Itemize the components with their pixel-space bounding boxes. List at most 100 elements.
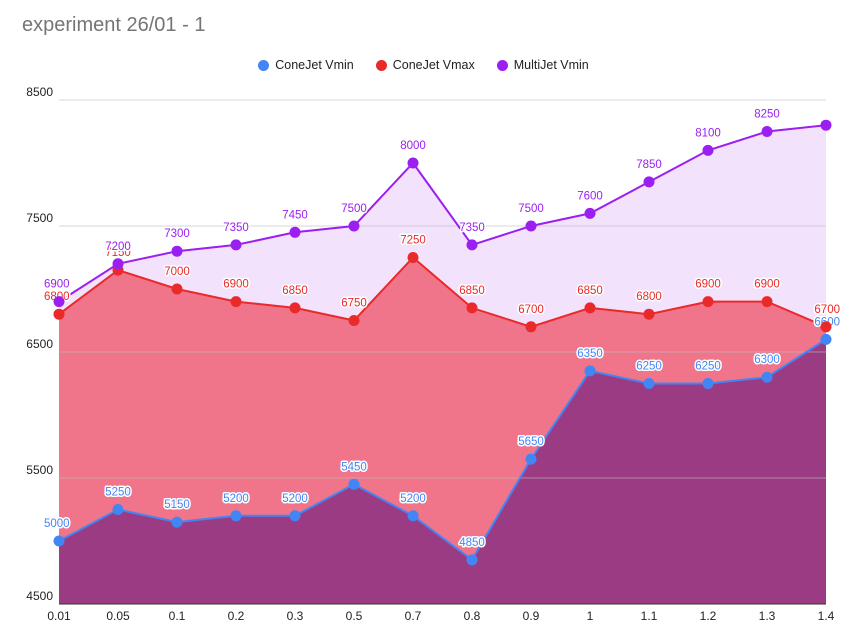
data-point [407,157,419,169]
data-label: 7150 [105,247,131,259]
data-label: 7500 [518,203,544,215]
line-conejet-vmax [58,256,827,328]
data-point [289,302,301,314]
x-tick-label: 0.05 [106,609,130,623]
x-tick-label: 1.1 [641,609,658,623]
data-point [466,239,478,251]
y-tick-label: 8500 [26,85,53,99]
x-tick-label: 0.7 [405,609,422,623]
y-tick-label: 5500 [26,463,53,477]
data-point [53,296,65,308]
data-label: 7350 [459,222,485,234]
data-label: 8000 [400,140,426,152]
data-point [53,535,65,547]
data-label: 6250 [695,361,721,373]
data-point [348,315,360,326]
legend-swatch [375,59,387,71]
data-label: 7200 [105,241,131,253]
data-point [407,252,419,263]
data-label: 7600 [577,190,603,202]
data-label: 5200 [282,493,308,505]
legend-item-conejet-vmin: ConeJet Vmin [258,58,354,72]
data-label: 6250 [636,361,662,373]
x-tick-label: 1.2 [700,609,717,623]
legend: ConeJet Vmin ConeJet Vmax MultiJet Vmin [0,58,847,72]
data-label: 5200 [400,493,426,505]
data-label: 6700 [814,304,840,316]
data-label: 6300 [754,354,780,366]
area-conejet-vmin [59,339,826,604]
data-label: 5250 [105,487,131,499]
line-conejet-vmin [58,338,827,562]
data-point [348,478,360,490]
x-tick-label: 0.8 [464,609,481,623]
data-label: 5200 [223,493,249,505]
data-label: 7250 [400,235,426,247]
data-label: 7450 [282,209,308,221]
data-label: 5450 [341,461,367,473]
data-point [171,245,183,257]
data-point [820,333,832,345]
data-point [289,226,301,238]
data-label: 7000 [164,266,190,278]
data-point [230,296,242,308]
data-label: 5650 [518,436,544,448]
data-label: 6900 [695,279,721,291]
data-point [112,504,124,515]
data-point [407,510,419,522]
x-tick-label: 0.9 [523,609,540,623]
data-point [53,308,65,320]
x-tick-label: 0.01 [47,609,71,623]
legend-swatch [258,59,270,71]
data-point [643,308,655,320]
legend-label: ConeJet Vmax [392,58,475,72]
legend-item-multijet-vmin: MultiJet Vmin [496,58,589,72]
data-point [702,378,714,389]
data-label: 6850 [282,285,308,297]
data-point [761,296,773,308]
data-label: 7850 [636,159,662,171]
data-point [761,371,773,383]
data-point [525,321,537,333]
data-label: 8100 [695,127,721,139]
data-point [289,510,301,522]
x-tick-label: 1.4 [818,609,835,623]
data-label: 6850 [577,285,603,297]
data-label: 5150 [164,499,190,511]
data-label: 6750 [341,298,367,310]
legend-swatch [496,59,508,71]
line-multijet-vmin [58,124,827,303]
data-point [230,510,242,522]
data-point [761,126,773,137]
data-label: 5000 [44,518,70,530]
x-tick-label: 0.1 [169,609,186,623]
y-tick-label: 6500 [26,337,53,351]
data-label: 6700 [518,304,544,316]
y-tick-label: 7500 [26,211,53,225]
data-label: 6900 [754,279,780,291]
data-label: 6350 [577,348,603,360]
x-tick-label: 1 [587,609,594,623]
data-point [171,516,183,528]
data-label: 4850 [459,537,485,549]
y-tick-label: 4500 [26,589,53,603]
legend-item-conejet-vmax: ConeJet Vmax [375,58,475,72]
x-tick-label: 0.3 [287,609,304,623]
data-point [466,302,478,314]
x-tick-label: 0.2 [228,609,245,623]
data-label: 6850 [459,285,485,297]
data-label: 7300 [164,228,190,240]
data-point [643,176,655,188]
data-label: 6800 [636,291,662,303]
data-point [584,302,596,314]
x-tick-label: 0.5 [346,609,363,623]
data-point [702,296,714,308]
data-point [643,378,655,389]
data-point [230,239,242,251]
data-point [584,365,596,377]
data-point [820,321,832,333]
data-label: 6900 [44,279,70,291]
data-point [348,220,360,232]
